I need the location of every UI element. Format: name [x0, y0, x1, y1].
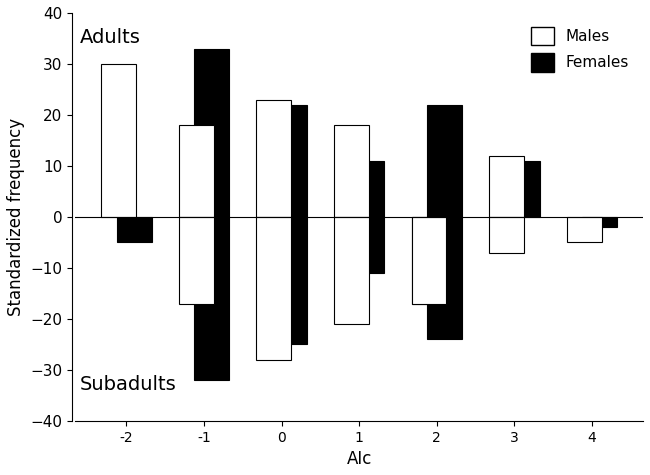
Legend: Males, Females: Males, Females: [525, 20, 636, 78]
Bar: [350, 217, 384, 273]
Bar: [582, 217, 617, 227]
Bar: [179, 125, 214, 217]
Bar: [411, 217, 447, 304]
Bar: [427, 104, 462, 217]
Bar: [101, 64, 136, 217]
Bar: [179, 217, 214, 304]
Bar: [272, 104, 307, 217]
Bar: [116, 217, 151, 242]
Bar: [427, 217, 462, 339]
Bar: [489, 156, 524, 217]
Bar: [489, 217, 524, 253]
Text: Subadults: Subadults: [80, 375, 177, 394]
Bar: [350, 161, 384, 217]
Text: Adults: Adults: [80, 28, 140, 47]
Bar: [411, 217, 447, 304]
Bar: [334, 125, 369, 217]
Bar: [334, 217, 369, 324]
Bar: [194, 217, 229, 380]
Bar: [256, 100, 291, 217]
Bar: [272, 217, 307, 344]
Bar: [567, 217, 602, 242]
Bar: [504, 161, 540, 217]
Bar: [256, 217, 291, 360]
X-axis label: AIc: AIc: [346, 450, 372, 468]
Bar: [194, 48, 229, 217]
Y-axis label: Standardized frequency: Standardized frequency: [6, 118, 25, 316]
